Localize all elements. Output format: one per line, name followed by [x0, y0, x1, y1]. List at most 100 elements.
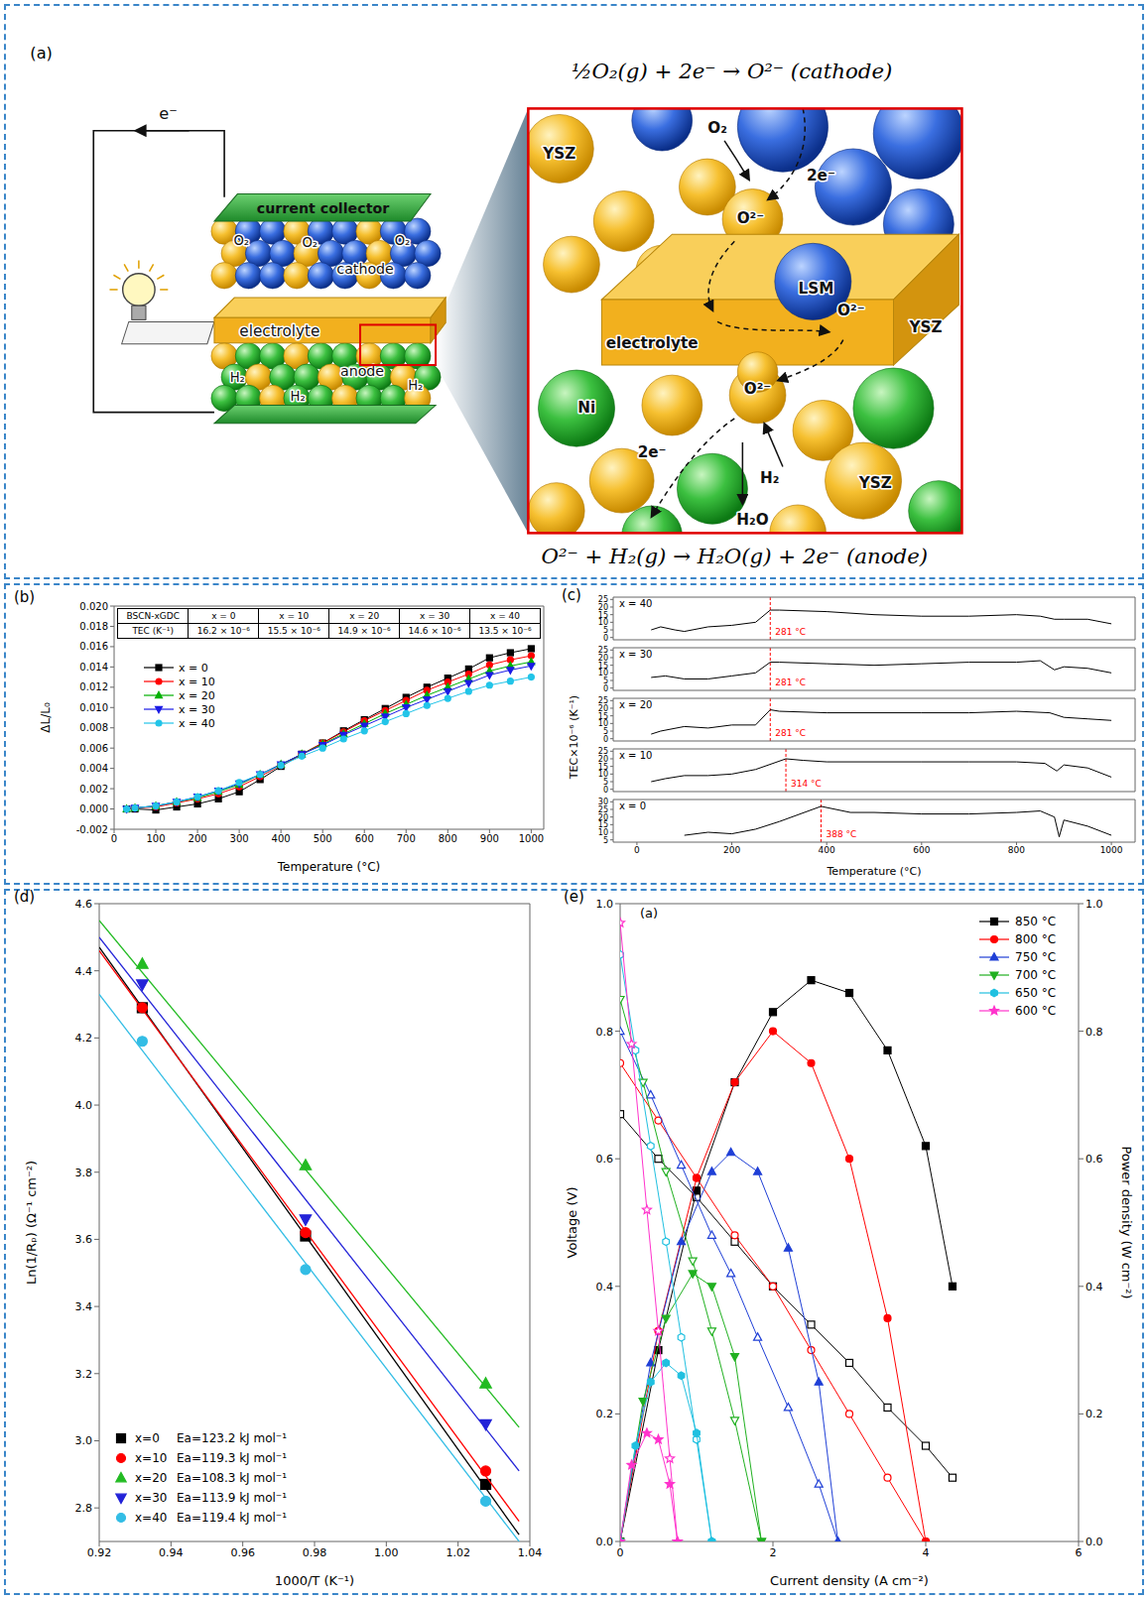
- svg-text:25: 25: [598, 595, 609, 605]
- svg-text:0.004: 0.004: [79, 763, 109, 774]
- svg-text:3.8: 3.8: [75, 1166, 94, 1180]
- svg-text:0: 0: [603, 785, 609, 795]
- svg-text:0.016: 0.016: [79, 640, 109, 652]
- svg-text:10: 10: [598, 618, 609, 628]
- svg-text:Temperature (°C): Temperature (°C): [826, 865, 922, 879]
- svg-text:5: 5: [603, 727, 609, 737]
- svg-text:281 °C: 281 °C: [774, 677, 806, 688]
- svg-text:700: 700: [396, 833, 416, 845]
- svg-text:3.0: 3.0: [75, 1434, 94, 1448]
- svg-text:½O₂(g) + 2e⁻ → O²⁻ (cathode): ½O₂(g) + 2e⁻ → O²⁻ (cathode): [571, 58, 893, 84]
- svg-text:H₂O: H₂O: [736, 510, 768, 529]
- svg-text:6: 6: [1075, 1546, 1083, 1560]
- svg-text:10: 10: [598, 769, 609, 779]
- svg-text:281 °C: 281 °C: [774, 627, 806, 638]
- svg-text:0.0: 0.0: [1085, 1535, 1104, 1549]
- svg-text:Ni: Ni: [577, 398, 596, 417]
- svg-text:YSZ: YSZ: [858, 474, 893, 493]
- svg-text:0.000: 0.000: [79, 803, 109, 815]
- svg-text:electrolyte: electrolyte: [239, 322, 320, 341]
- svg-text:0.4: 0.4: [596, 1280, 615, 1294]
- svg-text:4.0: 4.0: [75, 1099, 94, 1113]
- svg-text:15: 15: [598, 661, 609, 671]
- svg-text:0.92: 0.92: [87, 1546, 113, 1560]
- svg-text:0.4: 0.4: [1085, 1280, 1104, 1294]
- svg-text:5: 5: [603, 836, 609, 846]
- svg-text:100: 100: [145, 833, 165, 845]
- svg-text:200: 200: [188, 833, 208, 845]
- svg-text:600: 600: [912, 845, 930, 856]
- svg-text:current collector: current collector: [256, 200, 389, 217]
- svg-text:10: 10: [598, 719, 609, 729]
- svg-text:5: 5: [603, 777, 609, 787]
- svg-text:20: 20: [598, 813, 609, 823]
- svg-text:10: 10: [598, 668, 609, 678]
- svg-text:0.2: 0.2: [596, 1407, 615, 1421]
- svg-text:900: 900: [480, 833, 500, 845]
- svg-text:15: 15: [598, 712, 609, 722]
- svg-text:0: 0: [603, 684, 609, 694]
- svg-text:2e⁻: 2e⁻: [637, 443, 667, 462]
- svg-text:Voltage (V): Voltage (V): [564, 1187, 580, 1260]
- svg-text:0.6: 0.6: [1085, 1152, 1104, 1166]
- svg-text:0.8: 0.8: [596, 1025, 615, 1039]
- svg-text:0.006: 0.006: [79, 743, 109, 755]
- svg-text:20: 20: [598, 653, 609, 663]
- svg-text:4.2: 4.2: [75, 1031, 94, 1045]
- svg-text:O₂: O₂: [707, 119, 728, 137]
- svg-text:15: 15: [598, 820, 609, 830]
- svg-text:0.014: 0.014: [79, 661, 109, 673]
- svg-text:500: 500: [313, 833, 333, 845]
- svg-text:5: 5: [603, 676, 609, 686]
- svg-text:200: 200: [723, 845, 741, 856]
- svg-text:YSZ: YSZ: [541, 144, 576, 163]
- svg-text:O₂: O₂: [394, 233, 411, 249]
- svg-text:0.010: 0.010: [79, 702, 109, 714]
- svg-text:314 °C: 314 °C: [790, 778, 822, 789]
- svg-text:15: 15: [598, 763, 609, 772]
- svg-text:LSM: LSM: [798, 279, 835, 298]
- svg-text:0.98: 0.98: [302, 1546, 328, 1560]
- svg-text:Power density (W cm⁻²): Power density (W cm⁻²): [1119, 1146, 1135, 1299]
- svg-text:25: 25: [598, 747, 609, 757]
- svg-text:O²⁻: O²⁻: [837, 301, 866, 320]
- svg-text:-0.002: -0.002: [76, 824, 109, 836]
- svg-text:0: 0: [634, 845, 640, 856]
- svg-text:4: 4: [922, 1546, 930, 1560]
- svg-text:0.002: 0.002: [79, 783, 109, 795]
- svg-text:0.6: 0.6: [596, 1152, 615, 1166]
- svg-text:electrolyte: electrolyte: [606, 334, 699, 353]
- svg-text:0.2: 0.2: [1085, 1407, 1104, 1421]
- svg-text:(a): (a): [29, 43, 53, 63]
- svg-text:2.8: 2.8: [75, 1502, 94, 1516]
- svg-text:25: 25: [598, 645, 609, 655]
- svg-text:281 °C: 281 °C: [774, 728, 806, 739]
- svg-text:800: 800: [438, 833, 458, 845]
- svg-text:4.4: 4.4: [75, 965, 94, 979]
- svg-text:1.0: 1.0: [1085, 897, 1104, 911]
- svg-text:25: 25: [598, 696, 609, 706]
- svg-text:O²⁻: O²⁻: [744, 380, 772, 398]
- svg-text:e⁻: e⁻: [158, 104, 178, 124]
- svg-text:0.008: 0.008: [79, 722, 109, 734]
- svg-text:3.2: 3.2: [75, 1368, 94, 1382]
- svg-text:15: 15: [598, 611, 609, 621]
- svg-text:2: 2: [769, 1546, 777, 1560]
- svg-text:0: 0: [603, 634, 609, 643]
- svg-text:O²⁻: O²⁻: [737, 209, 766, 228]
- svg-text:H₂: H₂: [407, 378, 423, 393]
- svg-text:600: 600: [355, 833, 375, 845]
- svg-text:0.8: 0.8: [1085, 1025, 1104, 1039]
- svg-text:30: 30: [598, 797, 609, 807]
- svg-text:ΔL/L₀: ΔL/L₀: [38, 702, 53, 734]
- svg-text:cathode: cathode: [336, 260, 393, 277]
- svg-text:O₂: O₂: [234, 233, 251, 249]
- svg-text:20: 20: [598, 603, 609, 613]
- svg-text:0: 0: [603, 735, 609, 745]
- svg-text:25: 25: [598, 805, 609, 815]
- svg-text:4.6: 4.6: [75, 897, 94, 911]
- svg-text:1000: 1000: [1100, 845, 1124, 856]
- svg-text:O₂: O₂: [301, 235, 318, 251]
- svg-text:0.020: 0.020: [79, 601, 109, 613]
- svg-text:H₂: H₂: [290, 388, 306, 404]
